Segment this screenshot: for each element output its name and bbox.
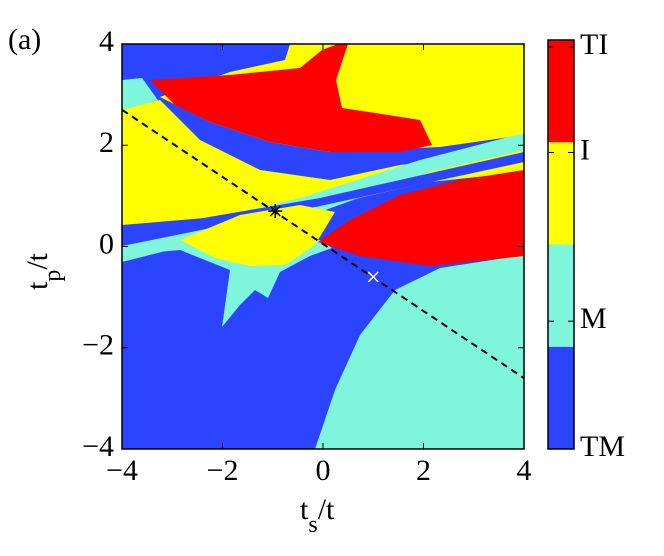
dashed-line — [121, 108, 525, 379]
region-m — [315, 255, 524, 449]
region-ti — [150, 44, 432, 152]
x-axis-label: ts/t — [300, 493, 335, 538]
y-tick-label: 4 — [99, 25, 114, 58]
y-label-main: t — [21, 281, 54, 290]
star-marker — [268, 204, 283, 219]
y-axis-label: tp/t — [21, 252, 66, 290]
colorbar-label: M — [580, 302, 607, 335]
region-ti — [318, 170, 524, 266]
marker-stroke — [367, 271, 379, 283]
colorbar-label: TM — [580, 430, 625, 463]
phase-regions — [122, 44, 524, 449]
y-tick-label: −2 — [82, 329, 114, 362]
region-i — [180, 205, 335, 266]
x-label-main: t — [300, 493, 309, 526]
y-tick-label: 0 — [99, 227, 114, 260]
colorbar-segment — [548, 142, 574, 245]
x-marker — [367, 271, 379, 283]
colorbar-segment — [548, 346, 574, 449]
x-tick-label: 4 — [517, 454, 532, 487]
y-label-sub: p — [40, 270, 66, 282]
y-tick-label: −4 — [82, 430, 114, 463]
x-tick-label: −4 — [106, 454, 138, 487]
y-label-rest: /t — [21, 252, 54, 269]
region-i — [122, 100, 524, 225]
panel-label: (a) — [8, 23, 41, 56]
colorbar-segment — [548, 40, 574, 143]
x-tick-label: 0 — [316, 454, 331, 487]
marker-stroke — [269, 205, 281, 217]
colorbar-label: I — [580, 133, 590, 166]
x-label-sub: s — [308, 512, 317, 538]
x-tick-label: −2 — [207, 454, 239, 487]
x-label-rest: /t — [318, 493, 335, 526]
colorbar-frame — [547, 39, 575, 450]
x-tick-label: 2 — [416, 454, 431, 487]
colorbar-segment — [548, 244, 574, 347]
colorbar-label: TI — [580, 28, 608, 61]
y-tick-label: 2 — [99, 126, 114, 159]
